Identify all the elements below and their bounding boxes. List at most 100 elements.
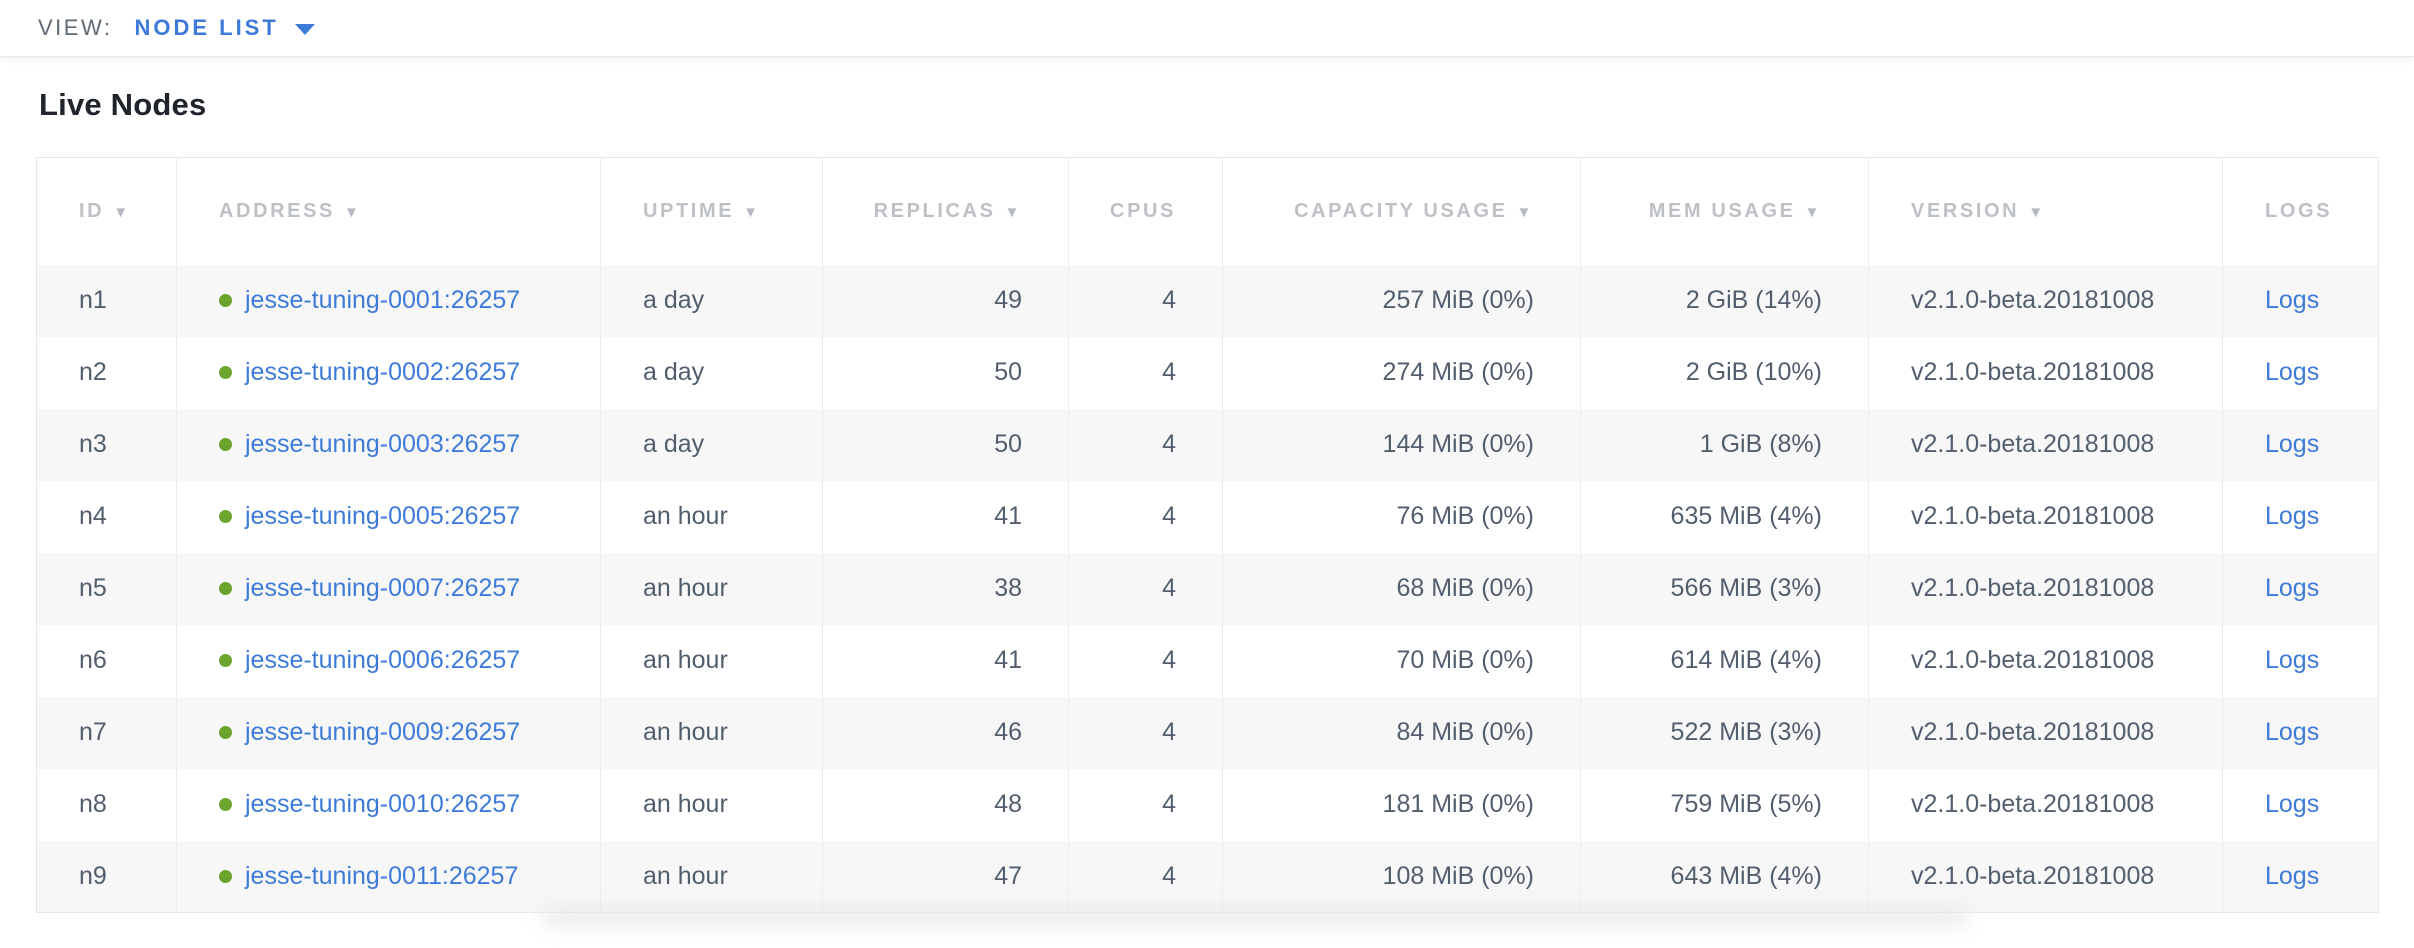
node-replicas-cell: 41: [822, 480, 1069, 553]
node-logs-link[interactable]: Logs: [2265, 861, 2320, 890]
node-version-cell: v2.1.0-beta.20181008: [1868, 480, 2223, 553]
node-uptime-cell: a day: [600, 264, 823, 337]
node-id-cell: n7: [79, 718, 107, 746]
node-address-link[interactable]: jesse-tuning-0005:26257: [245, 502, 521, 530]
node-address-link[interactable]: jesse-tuning-0006:26257: [245, 646, 521, 674]
node-id-cell: n1: [79, 286, 107, 314]
view-selector[interactable]: NODE LIST: [134, 15, 315, 41]
table-row: n4 jesse-tuning-0005:26257 an hour 41 4 76 Mi…: [36, 480, 2379, 553]
column-header-uptime[interactable]: UPTIME ▼: [600, 157, 823, 265]
node-address-cell: jesse-tuning-0002:26257: [176, 336, 601, 409]
node-live-status-icon: [219, 438, 232, 451]
node-logs-link[interactable]: Logs: [2265, 574, 2320, 602]
table-body: n1 jesse-tuning-0001:26257 a day 49 4 257 MiB…: [36, 264, 2379, 913]
node-mem-usage-cell: 566 MiB (3%): [1580, 552, 1869, 625]
node-replicas-cell: 49: [822, 264, 1069, 337]
node-mem-usage-cell: 2 GiB (10%): [1580, 336, 1869, 409]
node-cpus-cell: 4: [1068, 624, 1223, 697]
node-capacity-usage-cell: 68 MiB (0%): [1222, 552, 1581, 625]
node-address-cell: jesse-tuning-0003:26257: [176, 408, 601, 481]
node-address-link[interactable]: jesse-tuning-0002:26257: [245, 358, 521, 386]
node-live-status-icon: [219, 510, 232, 523]
node-uptime-cell: an hour: [600, 480, 823, 553]
node-capacity-usage-cell: 181 MiB (0%): [1222, 768, 1581, 841]
node-uptime-cell: an hour: [600, 696, 823, 769]
node-capacity-usage-cell: 70 MiB (0%): [1222, 624, 1581, 697]
node-uptime-cell: an hour: [600, 840, 823, 913]
node-cpus-cell: 4: [1068, 264, 1223, 337]
sort-caret-icon: ▼: [1516, 203, 1534, 221]
column-header-logs: LOGS: [2222, 157, 2379, 265]
column-label: MEM USAGE: [1648, 199, 1796, 222]
node-address-link[interactable]: jesse-tuning-0001:26257: [245, 286, 521, 314]
node-logs-cell: Logs: [2222, 624, 2379, 697]
node-logs-link[interactable]: Logs: [2265, 430, 2320, 458]
column-header-address[interactable]: ADDRESS ▼: [176, 157, 601, 265]
view-label: VIEW:: [38, 15, 113, 40]
column-header-version[interactable]: VERSION ▼: [1868, 157, 2223, 265]
node-version-cell: v2.1.0-beta.20181008: [1868, 840, 2223, 913]
column-label: ID: [79, 199, 105, 222]
node-logs-link[interactable]: Logs: [2265, 358, 2320, 386]
node-address-cell: jesse-tuning-0005:26257: [176, 480, 601, 553]
node-id-cell: n3: [79, 430, 107, 458]
node-live-status-icon: [219, 798, 232, 811]
sort-caret-icon: ▼: [1004, 203, 1022, 221]
table-row: n8 jesse-tuning-0010:26257 an hour 48 4 181 M…: [36, 768, 2379, 841]
node-cpus-cell: 4: [1068, 840, 1223, 913]
column-label: REPLICAS: [873, 199, 996, 222]
column-header-replicas[interactable]: REPLICAS ▼: [822, 157, 1069, 265]
node-version-cell: v2.1.0-beta.20181008: [1868, 264, 2223, 337]
column-header-cpus: CPUS: [1068, 157, 1223, 265]
node-logs-link[interactable]: Logs: [2265, 502, 2320, 530]
node-logs-link[interactable]: Logs: [2265, 718, 2320, 746]
sort-caret-icon: ▼: [113, 203, 131, 221]
node-address-link[interactable]: jesse-tuning-0007:26257: [245, 574, 521, 602]
node-address-link[interactable]: jesse-tuning-0010:26257: [245, 790, 521, 818]
view-selector-value: NODE LIST: [134, 15, 279, 40]
sort-caret-icon: ▼: [743, 203, 761, 221]
node-cpus-cell: 4: [1068, 768, 1223, 841]
table-row: n5 jesse-tuning-0007:26257 an hour 38 4 68 Mi…: [36, 552, 2379, 625]
column-label: VERSION: [1911, 199, 2020, 222]
node-logs-cell: Logs: [2222, 336, 2379, 409]
node-logs-link[interactable]: Logs: [2265, 286, 2320, 314]
node-address-cell: jesse-tuning-0010:26257: [176, 768, 601, 841]
node-id-cell: n4: [79, 502, 107, 530]
node-mem-usage-cell: 1 GiB (8%): [1580, 408, 1869, 481]
node-replicas-cell: 48: [822, 768, 1069, 841]
node-uptime-cell: a day: [600, 336, 823, 409]
node-logs-cell: Logs: [2222, 408, 2379, 481]
node-mem-usage-cell: 614 MiB (4%): [1580, 624, 1869, 697]
node-live-status-icon: [219, 294, 232, 307]
node-version-cell: v2.1.0-beta.20181008: [1868, 768, 2223, 841]
node-id-cell: n8: [79, 790, 107, 818]
sort-caret-icon: ▼: [344, 203, 362, 221]
table-header: ID ▼ ADDRESS ▼ UPTIME ▼ REPLICAS ▼ CPUS CAPACITY …: [36, 157, 2379, 265]
column-header-capacity[interactable]: CAPACITY USAGE ▼: [1222, 157, 1581, 265]
node-live-status-icon: [219, 869, 232, 883]
node-address-link[interactable]: jesse-tuning-0009:26257: [245, 718, 521, 746]
node-address-cell: jesse-tuning-0009:26257: [176, 696, 601, 769]
node-id-cell: n6: [79, 646, 107, 674]
node-cpus-cell: 4: [1068, 552, 1223, 625]
node-version-cell: v2.1.0-beta.20181008: [1868, 696, 2223, 769]
column-label: CPUS: [1110, 199, 1176, 222]
node-address-cell: jesse-tuning-0006:26257: [176, 624, 601, 697]
node-cpus-cell: 4: [1068, 408, 1223, 481]
node-mem-usage-cell: 522 MiB (3%): [1580, 696, 1869, 769]
node-logs-link[interactable]: Logs: [2265, 646, 2320, 674]
node-logs-link[interactable]: Logs: [2265, 790, 2320, 818]
node-address-link[interactable]: jesse-tuning-0011:26257: [245, 861, 519, 890]
column-header-id[interactable]: ID ▼: [36, 157, 177, 265]
node-live-status-icon: [219, 366, 232, 379]
node-capacity-usage-cell: 84 MiB (0%): [1222, 696, 1581, 769]
node-live-status-icon: [219, 654, 232, 667]
node-version-cell: v2.1.0-beta.20181008: [1868, 624, 2223, 697]
node-logs-cell: Logs: [2222, 480, 2379, 553]
node-live-status-icon: [219, 726, 232, 739]
node-id-cell: n2: [79, 358, 107, 386]
node-cpus-cell: 4: [1068, 696, 1223, 769]
node-address-link[interactable]: jesse-tuning-0003:26257: [245, 430, 521, 458]
column-header-mem[interactable]: MEM USAGE ▼: [1580, 157, 1869, 265]
